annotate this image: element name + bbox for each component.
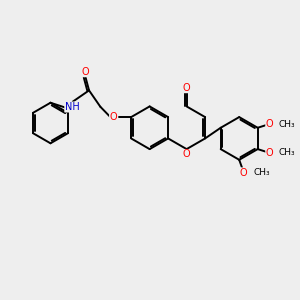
Text: O: O — [110, 112, 117, 122]
Text: NH: NH — [65, 102, 80, 112]
Text: CH₃: CH₃ — [253, 168, 270, 177]
Text: CH₃: CH₃ — [278, 148, 295, 157]
Text: O: O — [266, 148, 273, 158]
Text: O: O — [82, 67, 89, 77]
Text: O: O — [240, 168, 248, 178]
Text: O: O — [266, 119, 273, 129]
Text: O: O — [183, 83, 190, 93]
Text: CH₃: CH₃ — [278, 120, 295, 129]
Text: O: O — [183, 149, 190, 159]
